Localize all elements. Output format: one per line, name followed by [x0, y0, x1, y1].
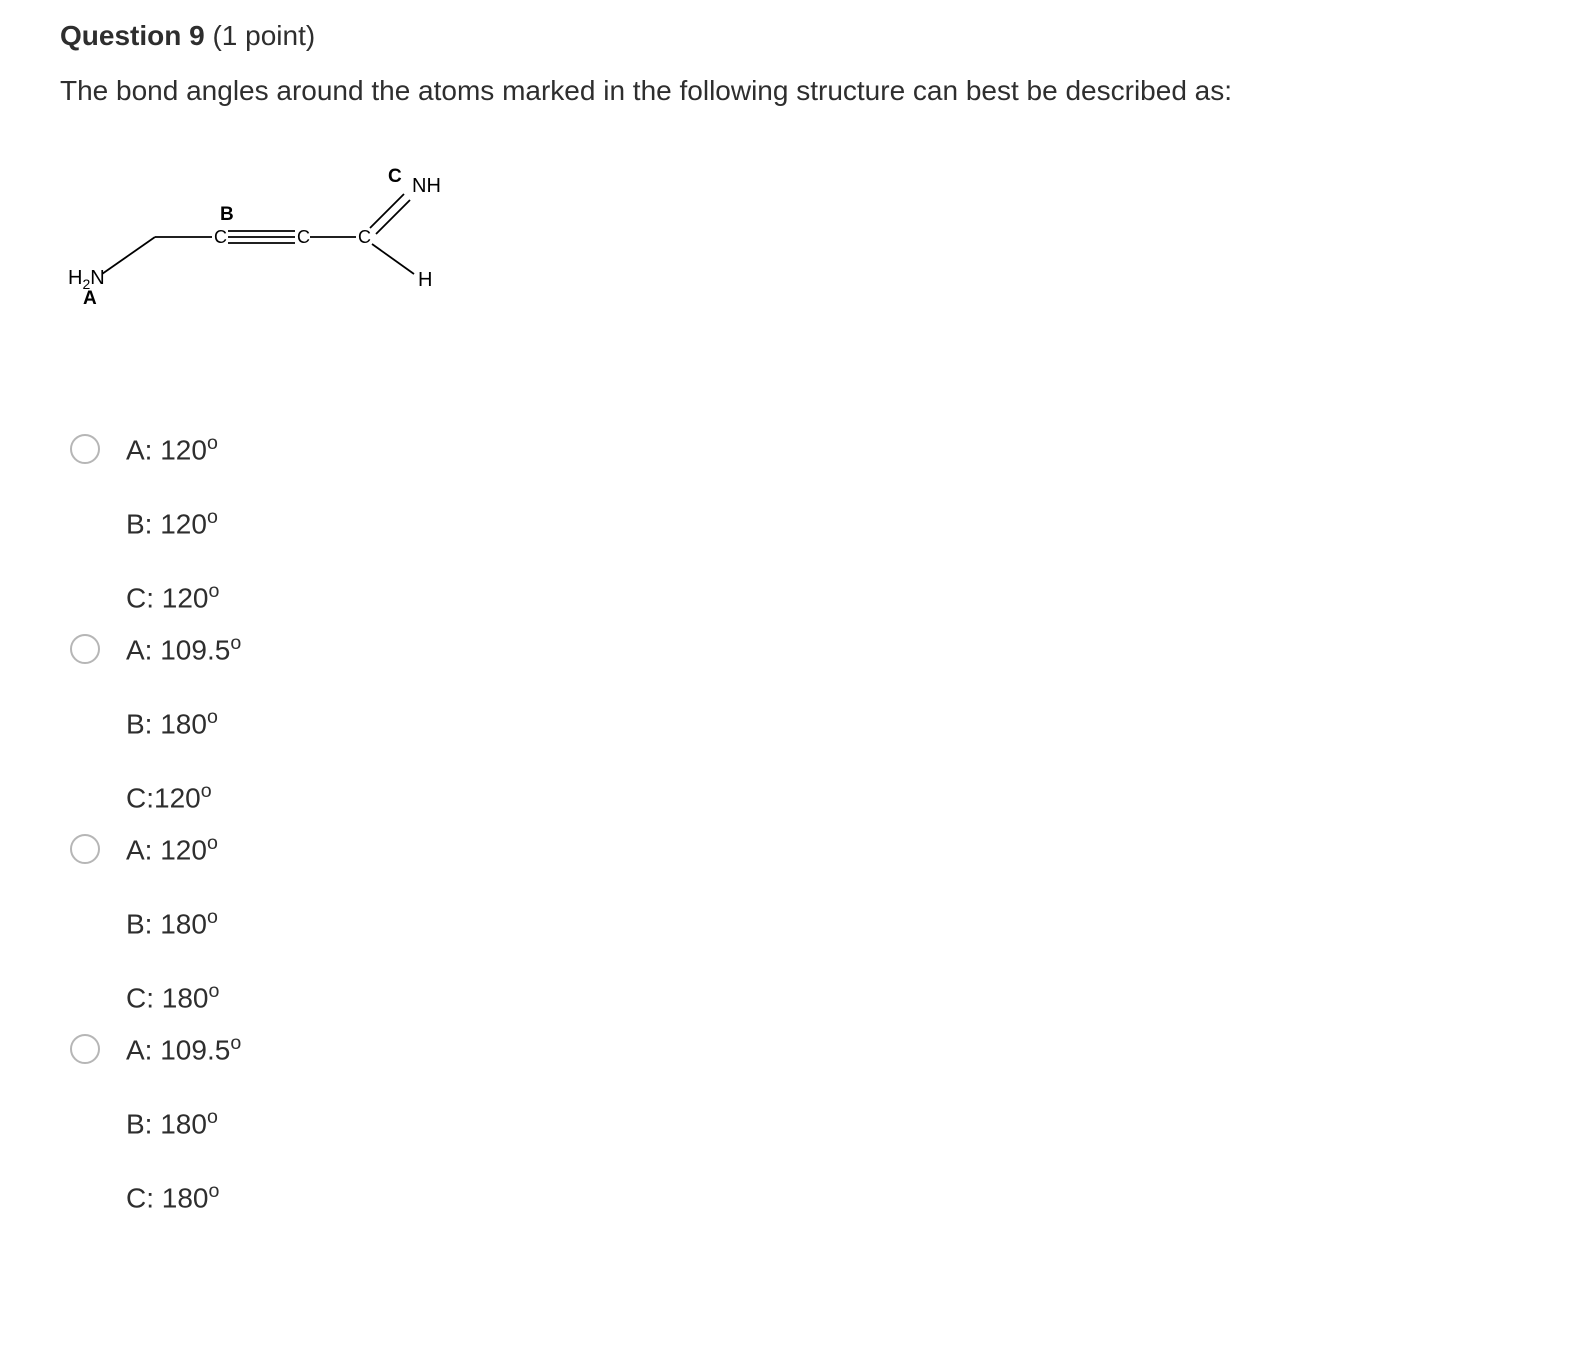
option-2-line-c: C:120o	[126, 780, 212, 814]
chemical-structure: H2N C C C NH H A B C	[60, 152, 1526, 337]
marker-a: A	[83, 288, 97, 309]
label-c-mid: C	[297, 227, 310, 247]
option-1-line-b: B: 120o	[126, 506, 218, 540]
option-3[interactable]: A: 120o B: 180o C: 180o	[70, 827, 1526, 1019]
question-prompt: The bond angles around the atoms marked …	[60, 70, 1260, 112]
option-4-line-b: B: 180o	[126, 1106, 218, 1140]
radio-option-1[interactable]	[70, 434, 100, 464]
question-points: (1 point)	[212, 20, 315, 51]
option-1-line-c: C: 120o	[126, 580, 219, 614]
label-c-left: C	[214, 227, 227, 247]
label-c-right: C	[358, 227, 371, 247]
label-h: H	[418, 269, 432, 291]
option-2-line-b: B: 180o	[126, 706, 218, 740]
option-4-line-a: A: 109.5o	[126, 1032, 241, 1066]
question-header: Question 9 (1 point)	[60, 20, 1526, 52]
radio-option-4[interactable]	[70, 1034, 100, 1064]
option-3-line-a: A: 120o	[126, 832, 218, 866]
option-1[interactable]: A: 120o B: 120o C: 120o	[70, 427, 1526, 619]
marker-c: C	[388, 166, 402, 187]
option-4-line-c: C: 180o	[126, 1180, 219, 1214]
label-nh: NH	[412, 175, 441, 197]
radio-option-3[interactable]	[70, 834, 100, 864]
marker-b: B	[220, 204, 234, 225]
option-2[interactable]: A: 109.5o B: 180o C:120o	[70, 627, 1526, 819]
option-3-line-c: C: 180o	[126, 980, 219, 1014]
option-2-line-a: A: 109.5o	[126, 632, 241, 666]
radio-option-2[interactable]	[70, 634, 100, 664]
question-number: Question 9	[60, 20, 205, 51]
answer-options: A: 120o B: 120o C: 120o A: 109.5o B: 180…	[60, 427, 1526, 1219]
option-3-line-b: B: 180o	[126, 906, 218, 940]
option-1-line-a: A: 120o	[126, 432, 218, 466]
option-4[interactable]: A: 109.5o B: 180o C: 180o	[70, 1027, 1526, 1219]
